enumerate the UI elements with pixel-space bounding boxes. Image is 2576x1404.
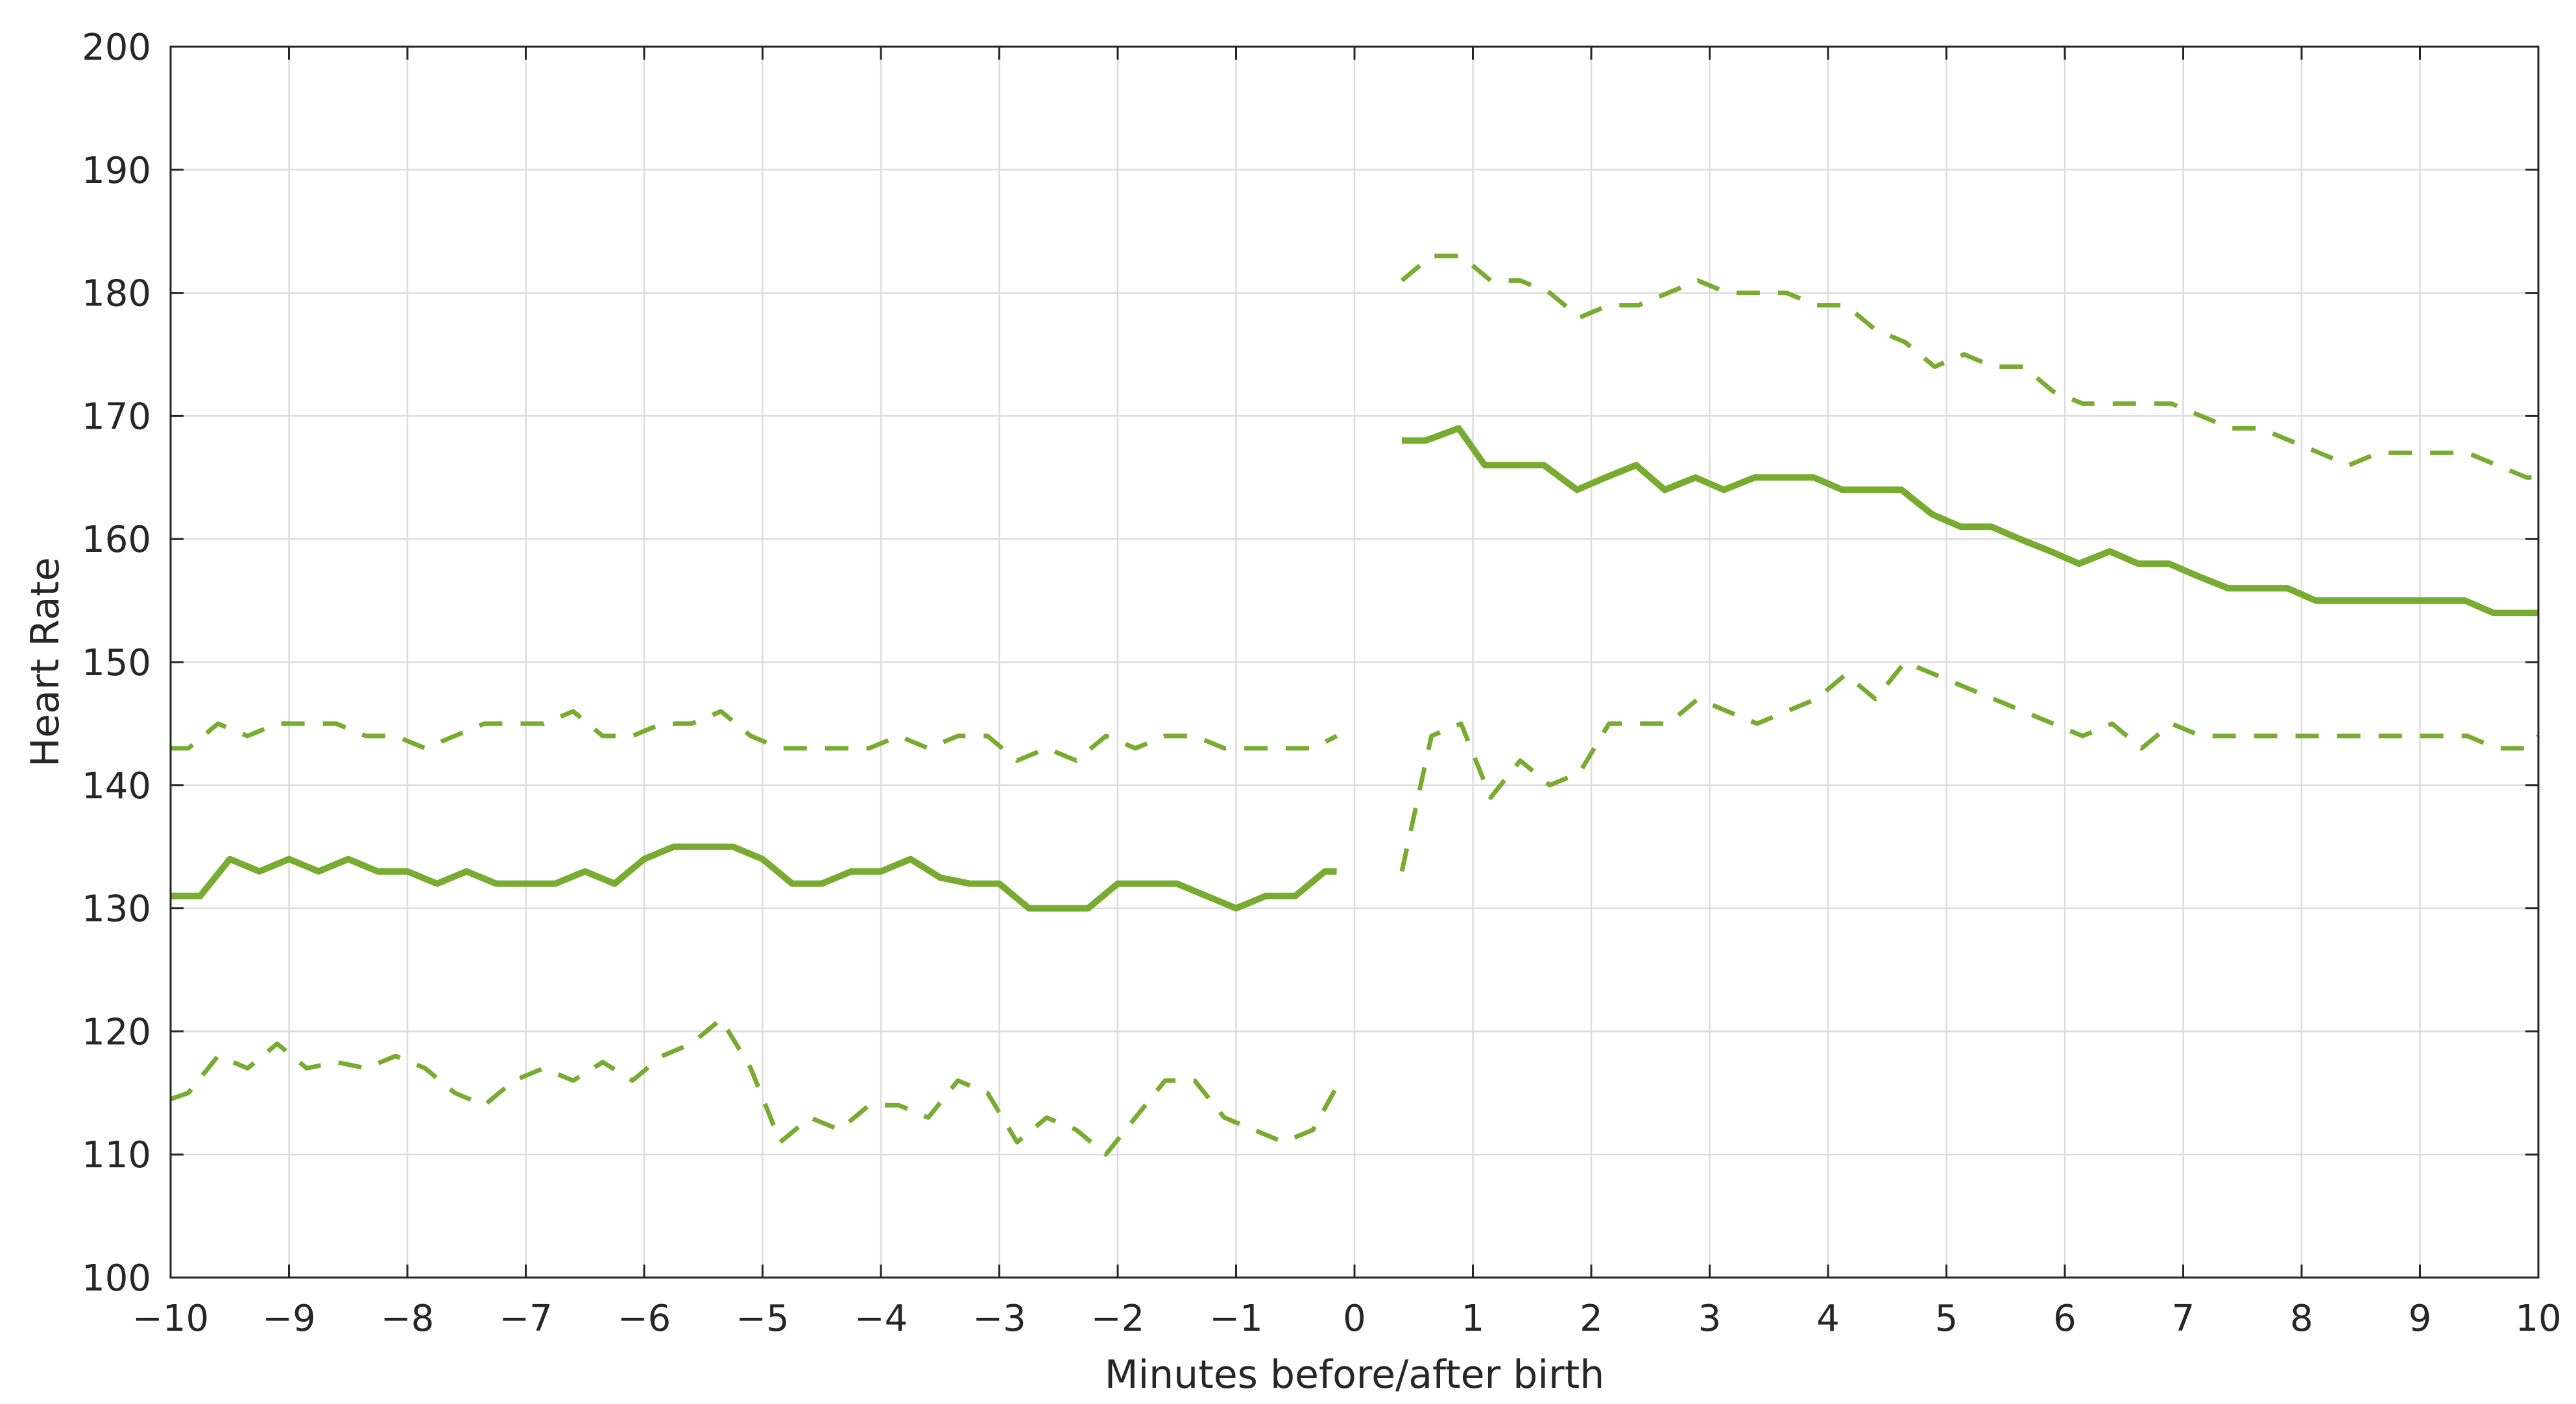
x-tick-label: −7 xyxy=(499,1298,553,1340)
ticks: −10 −9 −8 −7 −6 −5 −4 −3 −2 −1 0 1 2 3 4 5 6 7 8 9 101001101… xyxy=(82,27,2562,1340)
x-tick-label: −4 xyxy=(854,1298,908,1340)
x-tick-label: 10 xyxy=(2515,1298,2561,1340)
y-tick-label: 170 xyxy=(82,396,151,438)
y-tick-label: 200 xyxy=(82,27,151,69)
y-tick-label: 180 xyxy=(82,273,151,315)
x-tick-label: −9 xyxy=(262,1298,316,1340)
median-line-segment-2 xyxy=(1402,425,2538,617)
x-tick-label: −3 xyxy=(972,1298,1026,1340)
x-axis-label: Minutes before/after birth xyxy=(1105,1352,1605,1398)
x-tick-label: −5 xyxy=(736,1298,789,1340)
x-tick-label: 0 xyxy=(1343,1298,1366,1340)
upper-line-segment-2 xyxy=(1400,254,2538,480)
x-tick-label: −1 xyxy=(1209,1298,1263,1340)
plot-lines xyxy=(169,254,2540,1157)
y-tick-label: 130 xyxy=(82,888,151,931)
x-tick-label: 1 xyxy=(1462,1298,1485,1340)
x-tick-label: 9 xyxy=(2409,1298,2432,1340)
y-tick-label: 150 xyxy=(82,642,151,684)
x-tick-label: 3 xyxy=(1698,1298,1722,1340)
x-tick-label: −10 xyxy=(132,1298,209,1340)
y-axis-label: Heart Rate xyxy=(23,557,68,767)
grid xyxy=(169,45,2540,1279)
x-tick-label: −8 xyxy=(381,1298,435,1340)
y-tick-label: 190 xyxy=(82,150,151,192)
y-tick-label: 140 xyxy=(82,765,151,807)
x-tick-label: 7 xyxy=(2172,1298,2195,1340)
y-tick-label: 120 xyxy=(82,1011,151,1053)
y-tick-label: 110 xyxy=(82,1134,151,1176)
y-tick-label: 100 xyxy=(82,1257,151,1300)
median-line-segment-1 xyxy=(171,843,1337,912)
x-tick-label: 2 xyxy=(1580,1298,1603,1340)
y-tick-label: 160 xyxy=(82,519,151,561)
lower-line-segment-1 xyxy=(169,1016,1339,1157)
x-tick-label: −6 xyxy=(618,1298,671,1340)
upper-line-segment-1 xyxy=(171,709,1338,763)
x-tick-label: 8 xyxy=(2290,1298,2313,1340)
x-tick-label: 6 xyxy=(2053,1298,2076,1340)
x-tick-label: −2 xyxy=(1091,1298,1145,1340)
x-tick-label: 5 xyxy=(1935,1298,1958,1340)
x-tick-label: 4 xyxy=(1816,1298,1840,1340)
